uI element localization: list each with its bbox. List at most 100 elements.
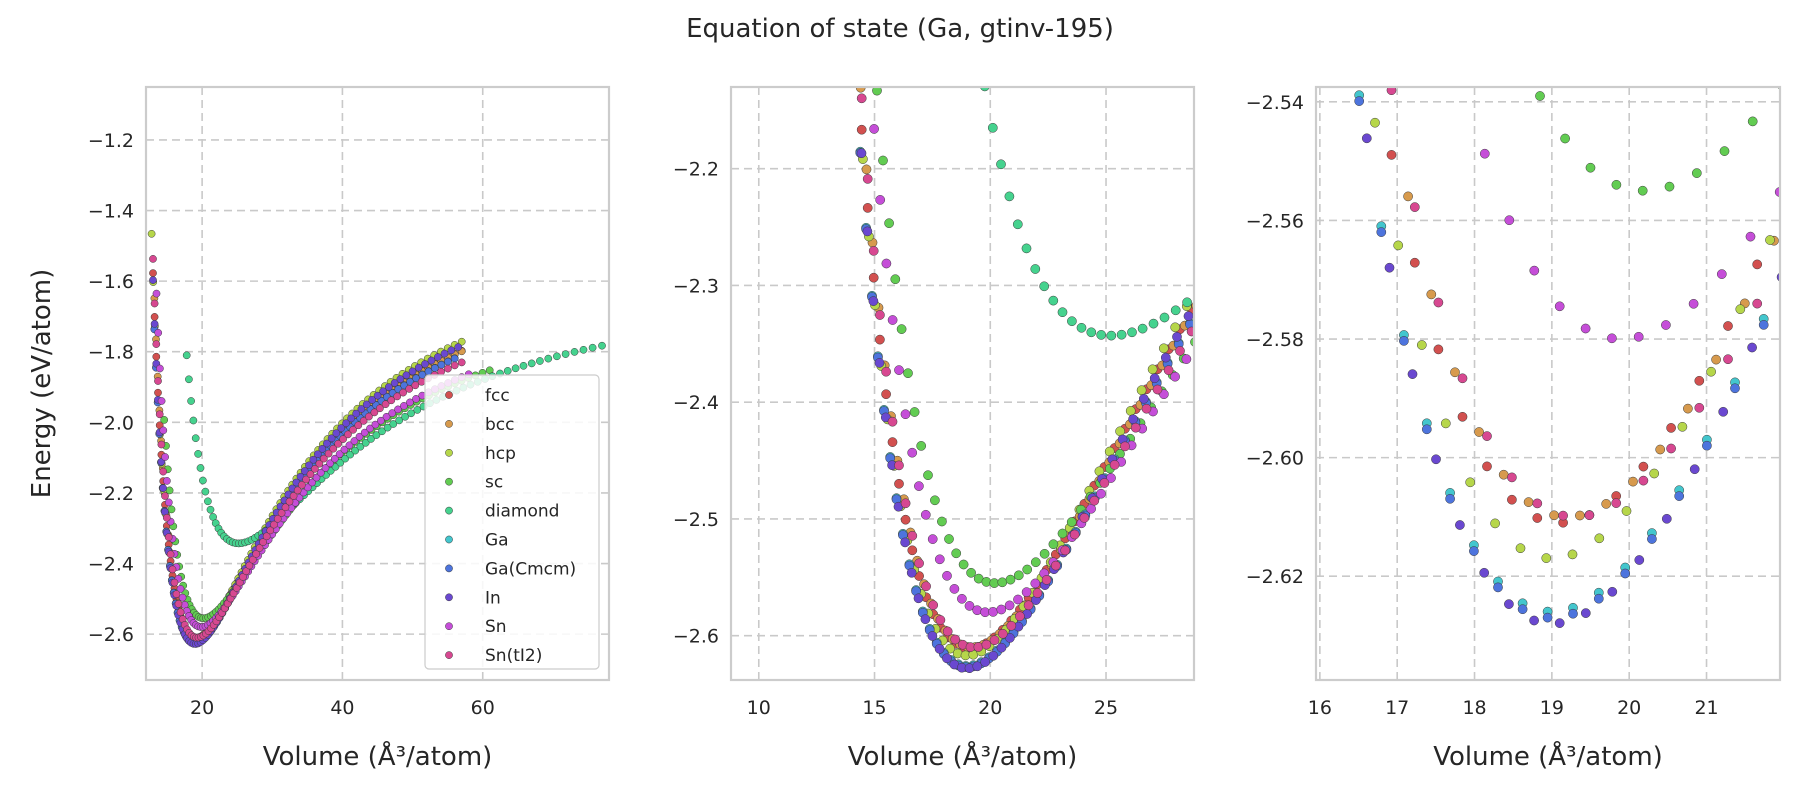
point-diamond (413, 406, 422, 414)
point-In (851, 61, 860, 70)
x-axis-label: Volume (Å³/atom) (848, 740, 1078, 772)
point-sc (1030, 557, 1041, 568)
point-Sn(tI2) (1638, 475, 1649, 486)
point-fcc (1364, 20, 1373, 29)
point-Sn (900, 409, 911, 420)
legend-label-Ga(Cmcm): Ga(Cmcm) (485, 559, 576, 579)
point-hcp (1594, 533, 1605, 544)
point-fcc (1211, 264, 1220, 273)
point-fcc (1482, 461, 1492, 472)
point-In (913, 593, 924, 604)
point-In (1361, 133, 1372, 144)
point-Sn (394, 405, 402, 414)
point-In (1407, 369, 1418, 379)
points-right (1354, 20, 1797, 628)
point-Sn (312, 473, 321, 482)
point-fcc (1638, 461, 1649, 472)
point-In (1529, 615, 1539, 626)
point-diamond (383, 423, 392, 432)
point-Ga(Cmcm) (1209, 281, 1218, 290)
point-fcc (1386, 150, 1397, 160)
x-axis-label: Volume (Å³/atom) (263, 740, 493, 772)
point-Sn(tI2) (270, 520, 278, 529)
point-sc (1057, 528, 1068, 539)
point-Sn (934, 554, 945, 565)
y-tick-label: −1.2 (88, 130, 134, 152)
point-diamond (1193, 292, 1194, 295)
y-tick-label: −2.6 (88, 624, 134, 646)
point-sc (1022, 564, 1033, 575)
point-In (1479, 567, 1490, 578)
point-Sn(tI2) (298, 481, 306, 489)
point-Sn (178, 593, 187, 602)
point-Sn(tI2) (359, 417, 368, 425)
point-In (379, 387, 387, 396)
point-Sn(tI2) (1041, 575, 1052, 585)
point-Sn (869, 124, 879, 134)
point-diamond (570, 348, 579, 356)
point-Ga(Cmcm) (444, 357, 452, 366)
point-sc (1511, 35, 1520, 44)
point-Sn(tI2) (277, 509, 286, 517)
x-tick-label: 20 (190, 697, 214, 719)
point-diamond (1159, 312, 1170, 323)
point-Sn (156, 364, 164, 373)
point-In (1172, 331, 1182, 342)
point-Sn(tI2) (293, 486, 302, 495)
point-Sn(tI2) (306, 470, 315, 479)
point-diamond (1206, 279, 1215, 288)
point-diamond (401, 412, 409, 421)
point-In (408, 367, 417, 376)
point-Sn(tI2) (245, 561, 254, 570)
point-sc (1664, 181, 1675, 192)
plot-frame (729, 85, 1196, 682)
point-sc (890, 274, 901, 285)
point-sc (916, 441, 927, 451)
point-fcc (887, 437, 898, 447)
point-Ga(Cmcm) (1445, 493, 1455, 504)
point-In (1455, 520, 1465, 530)
point-Ga (1209, 279, 1218, 288)
point-Sn (1181, 354, 1192, 364)
point-Ga(Cmcm) (1399, 336, 1409, 346)
point-Sn(tI2) (315, 459, 324, 468)
point-diamond (1067, 316, 1077, 327)
point-diamond (544, 354, 553, 363)
y-tick-label: −1.4 (88, 201, 134, 223)
point-In (384, 383, 393, 391)
point-sc (944, 534, 954, 544)
point-Sn(tI2) (159, 467, 168, 476)
point-fcc (152, 352, 161, 361)
point-Sn(tI2) (1050, 560, 1061, 571)
point-Sn(tI2) (164, 533, 173, 542)
point-Sn (881, 258, 892, 269)
point-Sn(tI2) (1079, 513, 1090, 523)
y-tick-label: −2.54 (1246, 92, 1304, 114)
point-diamond (187, 397, 195, 405)
point-Sn (894, 365, 904, 375)
point-diamond (341, 454, 350, 463)
point-Sn(tI2) (157, 440, 166, 449)
point-Ga (850, 62, 859, 71)
point-Sn(tI2) (1099, 478, 1110, 488)
point-Sn(tI2) (1532, 498, 1543, 509)
point-fcc (149, 269, 157, 277)
point-sc (878, 155, 888, 166)
point-In (323, 439, 331, 448)
point-Sn(tI2) (989, 635, 1000, 646)
legend-label-Sn: Sn (485, 617, 507, 637)
point-Sn(tI2) (162, 513, 171, 522)
point-Sn(tI2) (1130, 422, 1141, 433)
point-sc (1611, 179, 1622, 190)
point-Sn(tI2) (928, 600, 939, 610)
point-Ga (1788, 245, 1797, 254)
point-Sn(tI2) (1507, 472, 1517, 483)
point-Sn(tI2) (411, 381, 420, 390)
point-In (447, 346, 456, 355)
point-In (150, 320, 159, 328)
point-In (332, 429, 341, 438)
point-Sn(tI2) (1782, 237, 1791, 246)
point-sc (937, 516, 947, 527)
point-In (352, 409, 361, 418)
point-In (1384, 262, 1395, 273)
